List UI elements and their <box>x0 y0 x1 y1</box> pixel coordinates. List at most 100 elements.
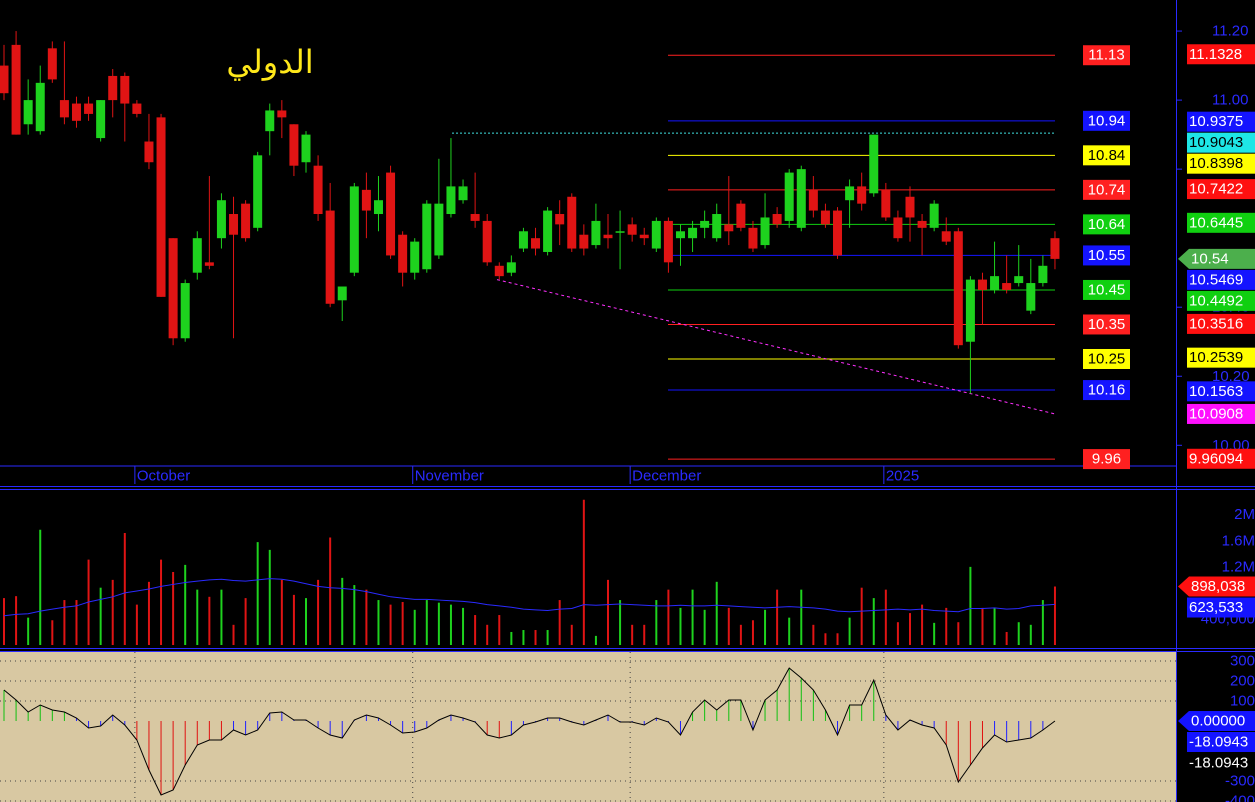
value-box <box>1187 153 1255 174</box>
candle-body <box>555 214 565 225</box>
candle-body <box>1026 283 1036 311</box>
value-box-label: 11.1328 <box>1189 46 1242 63</box>
value-box <box>1187 44 1255 65</box>
value-box-label: 623,533 <box>1189 599 1243 616</box>
fib-label-box <box>1083 314 1130 335</box>
x-tick-label: October <box>137 468 190 485</box>
value-box-label: 10.7422 <box>1189 181 1243 198</box>
candle-body <box>857 186 867 204</box>
candle-body <box>748 227 758 249</box>
candle-body <box>301 134 311 163</box>
value-box <box>1187 179 1255 200</box>
candle-body <box>881 189 891 218</box>
candle-body <box>965 279 975 342</box>
candle-body <box>204 262 214 266</box>
oscillator-background <box>0 652 1176 802</box>
fib-label: 9.96 <box>1092 451 1121 468</box>
value-box-label: 10.2539 <box>1189 349 1243 366</box>
candle-body <box>929 203 939 228</box>
y-tick-label: 11.20 <box>1212 23 1248 40</box>
candle-body <box>990 276 1000 290</box>
candle-body <box>893 217 903 239</box>
candle-body <box>289 124 299 166</box>
candle-body <box>398 234 408 273</box>
last-value-label: 898,038 <box>1191 578 1245 595</box>
candle-body <box>144 141 154 163</box>
candle-body <box>71 103 81 121</box>
value-box <box>1187 347 1255 368</box>
value-box <box>1187 381 1255 402</box>
fib-label: 10.16 <box>1088 382 1126 399</box>
volume-average <box>3 578 1055 617</box>
fib-label: 10.64 <box>1088 216 1126 233</box>
value-box <box>1187 290 1255 311</box>
fib-label-box <box>1083 110 1130 131</box>
candle-body <box>458 186 468 201</box>
candle-body <box>905 196 915 218</box>
candle-body <box>712 214 722 239</box>
x-tick-label: November <box>415 468 484 485</box>
value-box-label: -18.0943 <box>1189 755 1248 772</box>
last-value-label: 0.00000 <box>1191 713 1245 730</box>
fib-label-box <box>1083 449 1130 470</box>
candle-body <box>168 238 178 339</box>
last-value-arrow <box>1178 711 1255 731</box>
value-box-label: 9.96094 <box>1189 450 1243 467</box>
fib-label-box <box>1083 348 1130 369</box>
candle-body <box>361 189 371 211</box>
candle-body <box>845 186 855 201</box>
candle-body <box>724 224 734 232</box>
last-value-arrow <box>1178 248 1255 269</box>
candle-body <box>434 203 444 256</box>
x-tick-label: December <box>632 468 701 485</box>
value-box-label: -18.0943 <box>1189 734 1248 751</box>
value-box <box>1187 269 1255 290</box>
candle-body <box>216 200 226 239</box>
candle-body <box>1050 238 1060 259</box>
candle-body <box>96 100 106 139</box>
fib-label-box <box>1083 380 1130 401</box>
fib-label: 10.35 <box>1088 316 1126 333</box>
candle-body <box>410 241 420 273</box>
candle-body <box>11 44 21 135</box>
value-box-label: 10.4492 <box>1189 292 1243 309</box>
oscillator-line <box>3 667 1056 796</box>
candle-body <box>941 231 951 242</box>
candle-body <box>760 217 770 246</box>
candle-body <box>132 103 142 114</box>
candle-body <box>1038 265 1048 284</box>
candle-body <box>422 203 432 270</box>
candle-body <box>579 234 589 249</box>
fib-label: 10.94 <box>1088 112 1126 129</box>
fib-label: 10.84 <box>1088 147 1126 164</box>
candle-body <box>229 214 239 235</box>
candle-body <box>639 234 649 239</box>
value-box <box>1187 753 1255 773</box>
candle-body <box>796 169 806 228</box>
candle-body <box>373 200 383 215</box>
y-tick-label: 10.20 <box>1212 368 1250 385</box>
value-box <box>1187 448 1255 469</box>
y-tick-label: 11.00 <box>1212 92 1248 109</box>
candle-body <box>567 196 577 249</box>
value-box-label: 10.3516 <box>1189 315 1243 332</box>
fib-label-box <box>1083 45 1130 66</box>
candle-body <box>627 224 637 235</box>
candle-body <box>0 65 9 94</box>
candle-body <box>59 100 69 118</box>
candle-body <box>531 238 541 249</box>
candle-body <box>470 214 480 221</box>
value-box-label: 10.9375 <box>1189 113 1243 130</box>
candle-body <box>386 172 396 256</box>
fib-label-box <box>1083 145 1130 166</box>
value-box-label: 10.1563 <box>1189 383 1243 400</box>
y-tick-label: 300 <box>1230 653 1255 670</box>
candle-body <box>820 210 830 225</box>
candle-body <box>180 283 190 339</box>
candle-body <box>977 279 987 290</box>
y-tick-label: 1.2M <box>1222 558 1255 575</box>
candle-body <box>265 110 275 132</box>
value-box-label: 10.0908 <box>1189 405 1243 422</box>
